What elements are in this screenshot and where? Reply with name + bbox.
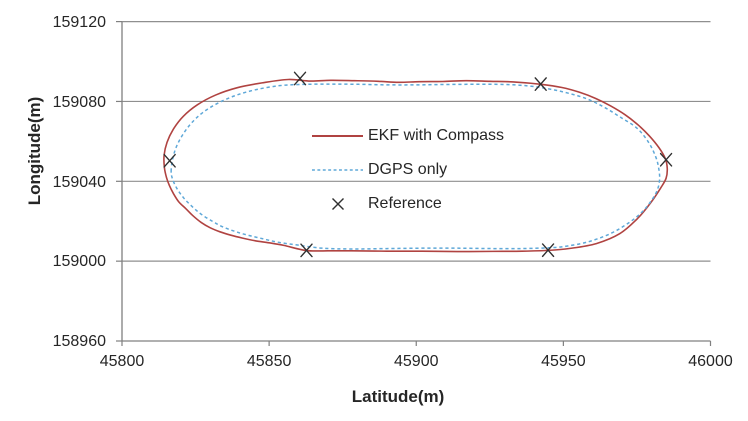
x-tick-label: 45950 [541, 353, 586, 370]
x-tick-label: 46000 [688, 353, 733, 370]
reference-x-marker [659, 152, 673, 167]
legend-label-reference: Reference [368, 195, 442, 212]
reference-x-marker [300, 243, 313, 258]
y-tick-label: 159080 [52, 93, 106, 111]
reference-x-marker [293, 71, 307, 86]
y-tick-label: 158960 [52, 333, 106, 351]
reference-x-marker [534, 77, 547, 91]
legend-label-dgps: DGPS only [368, 161, 448, 178]
ekf-line-sample-icon [312, 135, 363, 137]
x-tick-label: 45800 [99, 353, 145, 370]
reference-sample-x [332, 198, 344, 210]
reference-x-marker [541, 243, 555, 258]
x-axis-title: Latitude(m) [351, 387, 445, 406]
y-tick-label: 159000 [52, 253, 106, 271]
legend-item-dgps: DGPS only [311, 160, 447, 180]
legend-item-ekf: EKF with Compass [311, 126, 504, 146]
legend-label-ekf: EKF with Compass [368, 127, 505, 144]
reference-x-marker-sample-icon [332, 198, 344, 210]
y-axis-title: Longitude(m) [25, 96, 44, 206]
x-tick-label: 45850 [246, 353, 292, 370]
x-tick-label: 45900 [394, 353, 439, 370]
series-ekf-path [163, 78, 669, 253]
dgps-dashed-line-sample-icon [312, 169, 363, 171]
y-tick-label: 159120 [52, 13, 106, 31]
reference-x-marker [163, 153, 176, 168]
legend-item-reference: Reference [311, 194, 442, 214]
series-dgps-path [170, 83, 661, 250]
y-tick-label: 159040 [52, 173, 106, 191]
reference-markers [163, 71, 673, 258]
